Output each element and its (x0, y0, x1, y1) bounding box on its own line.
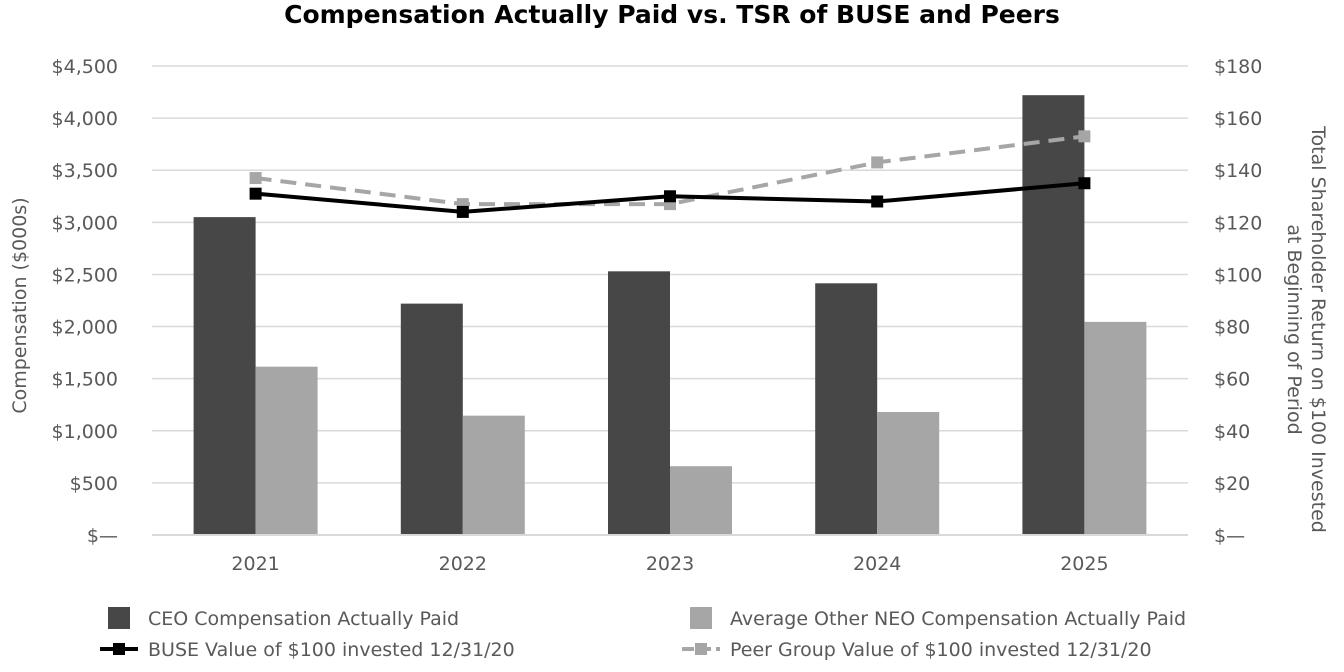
legend-label: Average Other NEO Compensation Actually … (730, 608, 1186, 630)
axis-titles: Compensation ($000s) Total Shareholder Re… (9, 125, 1329, 533)
legend-label: CEO Compensation Actually Paid (148, 608, 459, 630)
buse-marker (456, 205, 469, 218)
legend-swatch (690, 607, 712, 629)
bar-neo-cap (255, 366, 318, 535)
y-tick-label: $4,500 (52, 56, 118, 78)
x-tick-label: 2022 (439, 553, 487, 575)
y2-tick-label: $120 (1214, 212, 1262, 234)
y-tick-label: $4,000 (52, 108, 118, 130)
y-tick-label: $2,000 (52, 317, 118, 339)
peer-group-marker (1078, 130, 1091, 143)
bar-ceo-cap (193, 217, 256, 535)
buse-marker (664, 190, 676, 203)
x-tick-label: 2021 (231, 553, 279, 575)
y-tick-label: $3,000 (52, 212, 118, 234)
bar-neo-cap (1084, 321, 1147, 535)
peer-group-marker (249, 172, 262, 185)
legend-swatch (108, 607, 130, 629)
y-tick-label: $3,500 (52, 160, 118, 182)
y2-axis-title-line: Total Shareholder Return on $100 Investe… (1307, 125, 1329, 533)
bars (193, 95, 1147, 535)
y2-tick-label: $— (1214, 525, 1245, 547)
buse-marker (249, 187, 262, 200)
y-axis-right-ticks: $— $20 $40 $60 $80 $100 $120 $140 $160 $180 (1214, 56, 1262, 547)
peer-group-line (255, 134, 1085, 207)
y2-tick-label: $180 (1214, 56, 1262, 78)
legend-marker (113, 643, 125, 655)
bar-ceo-cap (815, 283, 878, 535)
bar-ceo-cap (1022, 95, 1085, 535)
bar-ceo-cap (400, 303, 463, 535)
y2-tick-label: $40 (1214, 421, 1250, 443)
buse-marker (871, 195, 884, 208)
y-tick-label: $1,500 (52, 369, 118, 391)
chart-title: Compensation Actually Paid vs. TSR of BU… (284, 0, 1060, 29)
y2-axis-title-line: at Beginning of Period (1283, 224, 1305, 434)
y-tick-label: $— (87, 525, 118, 547)
legend-label: Peer Group Value of $100 invested 12/31/… (730, 639, 1152, 661)
bar-neo-cap (877, 412, 940, 535)
y-tick-label: $2,500 (52, 264, 118, 286)
legend: CEO Compensation Actually Paid Average Ot… (100, 607, 1186, 661)
y2-tick-label: $100 (1214, 264, 1262, 286)
y2-tick-label: $80 (1214, 317, 1250, 339)
y-tick-label: $1,000 (52, 421, 118, 443)
y2-tick-label: $60 (1214, 369, 1250, 391)
y-axis-title: Compensation ($000s) (9, 197, 31, 413)
x-tick-label: 2024 (853, 553, 901, 575)
bar-neo-cap (462, 415, 525, 535)
x-axis-ticks: 2021 2022 2023 2024 2025 (231, 553, 1108, 575)
y-tick-label: $500 (70, 473, 118, 495)
x-tick-label: 2025 (1060, 553, 1108, 575)
peer-group-marker (871, 156, 884, 169)
y2-tick-label: $20 (1214, 473, 1250, 495)
buse-marker (1078, 177, 1091, 190)
legend-marker (695, 643, 707, 655)
bar-neo-cap (670, 466, 732, 535)
y2-tick-label: $140 (1214, 160, 1262, 182)
y2-tick-label: $160 (1214, 108, 1262, 130)
legend-label: BUSE Value of $100 invested 12/31/20 (148, 639, 515, 661)
lines (249, 130, 1091, 218)
x-tick-label: 2023 (646, 553, 694, 575)
bar-ceo-cap (608, 271, 670, 535)
y-axis-left-ticks: $— $500 $1,000 $1,500 $2,000 $2,500 $3,000 $3,5… (52, 56, 118, 547)
